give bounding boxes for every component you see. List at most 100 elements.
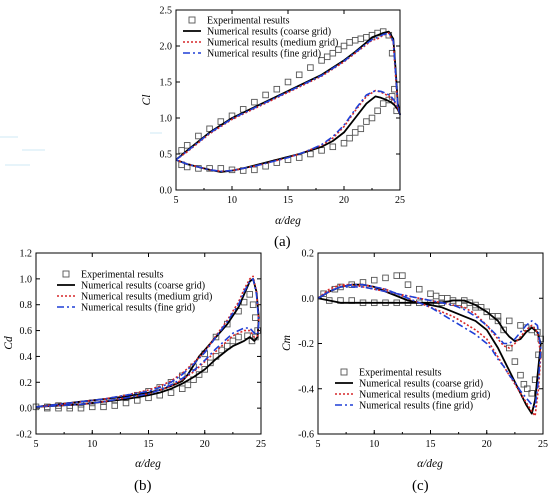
experimental-point xyxy=(246,291,253,298)
y-tick-label: -0.6 xyxy=(298,430,314,441)
x-tick-label: 20 xyxy=(339,195,349,206)
y-tick-label: 0.5 xyxy=(160,150,173,161)
panel-label: (b) xyxy=(134,478,152,494)
y-axis-label: Cm xyxy=(281,335,293,351)
experimental-point xyxy=(249,301,257,308)
y-tick-label: 2.0 xyxy=(160,42,173,53)
x-axis-label: α/deg xyxy=(275,215,301,227)
experimental-point xyxy=(520,380,528,388)
series-line-dashdot xyxy=(175,32,401,173)
legend-label: Numerical results (medium grid) xyxy=(359,390,490,401)
experimental-point xyxy=(379,100,387,107)
x-axis-label: α/deg xyxy=(135,458,161,470)
experimental-point xyxy=(524,385,531,393)
experimental-point xyxy=(251,166,258,174)
experimental-point xyxy=(262,91,269,99)
experimental-point xyxy=(100,403,107,411)
x-tick-label: 25 xyxy=(538,439,548,450)
experimental-point xyxy=(357,125,365,133)
legend-label: Experimental results xyxy=(207,16,290,27)
experimental-point xyxy=(178,147,185,154)
experimental-point xyxy=(351,129,359,136)
experimental-point xyxy=(340,42,348,50)
experimental-point xyxy=(335,46,342,53)
experimental-point xyxy=(218,346,225,354)
series-line-solid xyxy=(317,283,542,415)
legend-marker xyxy=(62,270,70,278)
experimental-point xyxy=(382,274,389,282)
experimental-point xyxy=(371,276,378,284)
experimental-point xyxy=(201,366,208,373)
series-line-dashdot xyxy=(317,283,542,408)
experimental-point xyxy=(329,143,337,151)
panel-label: (c) xyxy=(412,478,429,494)
experimental-point xyxy=(517,371,524,379)
experimental-point xyxy=(184,381,192,389)
experimental-point xyxy=(528,390,536,397)
y-tick-label: 0.2 xyxy=(20,378,33,389)
x-axis-label: α/deg xyxy=(417,458,443,470)
chart-panel-c: 5 10 15 20 25 -0.6 -0.4 -0.2 0.0 0.2 Experimental … xyxy=(281,249,548,495)
experimental-point xyxy=(183,142,191,149)
legend-label: Numerical results (coarse grid) xyxy=(207,27,331,38)
x-tick-label: 10 xyxy=(87,439,97,450)
experimental-point xyxy=(329,49,337,57)
y-tick-label: -0.2 xyxy=(298,339,314,350)
x-tick-label: 5 xyxy=(174,195,179,206)
x-tick-label: 15 xyxy=(426,439,436,450)
chart-panel-a: 5 10 15 20 25 0.0 0.5 1.0 1.5 2.0 2.5 Experimental … xyxy=(141,6,405,251)
x-tick-label: 5 xyxy=(316,439,321,450)
legend-marker xyxy=(188,16,196,24)
legend-label: Numerical results (fine grid) xyxy=(359,401,473,412)
experimental-point xyxy=(494,317,502,325)
experimental-point xyxy=(284,78,292,86)
experimental-point xyxy=(399,272,406,279)
y-tick-label: 0.6 xyxy=(20,326,33,337)
experimental-point xyxy=(88,403,96,411)
y-tick-label: 0.0 xyxy=(20,404,33,415)
experimental-point xyxy=(506,317,513,325)
y-tick-label: 1.0 xyxy=(160,114,173,125)
chart-panel-b: 5 10 15 20 25 -0.2 0.0 0.2 0.4 0.6 0.8 1.0 1.2 Experi… xyxy=(3,249,266,495)
legend-label: Numerical results (fine grid) xyxy=(207,49,321,60)
experimental-point xyxy=(404,281,412,288)
experimental-point xyxy=(77,404,85,412)
y-tick-label: -0.2 xyxy=(16,430,32,441)
experimental-point xyxy=(500,326,507,334)
experimental-point xyxy=(323,53,331,61)
experimental-point xyxy=(207,359,214,367)
experimental-point xyxy=(167,389,175,396)
experimental-point xyxy=(307,64,314,71)
experimental-point xyxy=(273,85,281,93)
experimental-point xyxy=(363,118,370,125)
legend-label: Numerical results (coarse grid) xyxy=(359,379,483,390)
y-tick-label: 1.2 xyxy=(20,249,33,260)
experimental-point xyxy=(295,71,303,79)
y-tick-label: 0.8 xyxy=(20,300,33,311)
experimental-point xyxy=(229,337,237,345)
experimental-point xyxy=(223,342,231,350)
legend-label: Experimental results xyxy=(359,368,442,379)
y-tick-label: 0.0 xyxy=(160,186,173,197)
y-tick-label: 0.2 xyxy=(302,249,315,260)
x-tick-label: 20 xyxy=(482,439,492,450)
x-tick-label: 25 xyxy=(256,439,266,450)
experimental-point xyxy=(368,114,376,122)
experimental-point xyxy=(235,333,242,341)
experimental-point xyxy=(346,134,353,142)
y-tick-label: 2.5 xyxy=(160,6,173,17)
scan-artifacts xyxy=(0,132,162,166)
experimental-point xyxy=(251,98,258,106)
experimental-point xyxy=(212,333,220,341)
y-tick-label: 0.0 xyxy=(302,294,315,305)
experimental-point xyxy=(122,399,130,407)
x-tick-label: 10 xyxy=(227,195,237,206)
plot-frame xyxy=(35,252,262,435)
x-tick-label: 10 xyxy=(369,439,379,450)
y-tick-label: 1.0 xyxy=(20,274,33,285)
experimental-point xyxy=(506,344,513,352)
x-tick-label: 15 xyxy=(144,439,154,450)
